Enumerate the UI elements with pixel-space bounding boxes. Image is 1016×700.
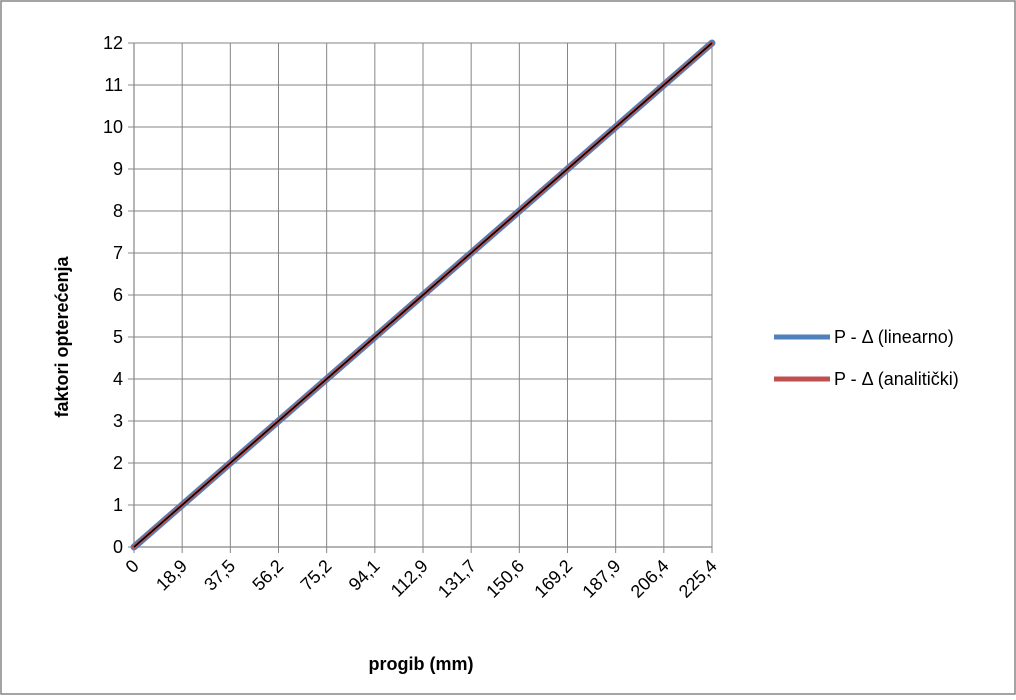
y-tick-label: 4 [113, 369, 123, 389]
y-tick-label: 2 [113, 453, 123, 473]
y-tick-label: 5 [113, 327, 123, 347]
legend: P - Δ (linearno) P - Δ (analitički) [774, 327, 959, 389]
y-tick-label: 1 [113, 495, 123, 515]
y-tick-label: 8 [113, 201, 123, 221]
y-tick-label: 9 [113, 159, 123, 179]
legend-label-1: P - Δ (linearno) [834, 327, 954, 347]
legend-label-2: P - Δ (analitički) [834, 369, 959, 389]
y-axis-title: faktori opterećenja [52, 255, 72, 417]
x-axis-title: progib (mm) [369, 654, 474, 674]
axis-layer [128, 42, 713, 553]
y-tick-label: 0 [113, 537, 123, 557]
y-tick-label: 7 [113, 243, 123, 263]
y-tick-label: 10 [103, 117, 123, 137]
y-tick-label: 11 [104, 75, 123, 95]
series-layer [130, 39, 716, 551]
series-overlay-line [133, 42, 713, 548]
y-tick-label: 6 [113, 285, 123, 305]
y-tick-label: 12 [103, 33, 123, 53]
y-tick-label: 3 [113, 411, 123, 431]
